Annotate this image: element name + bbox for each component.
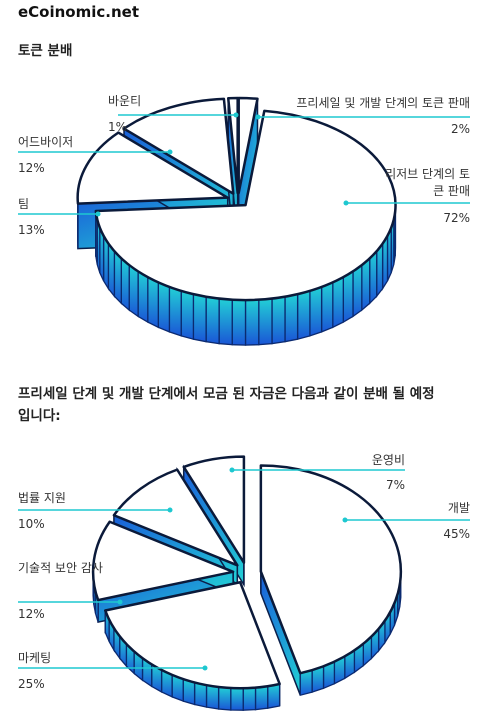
slice-side [361, 256, 371, 312]
pie-slice [122, 97, 235, 195]
slice-side [254, 685, 269, 711]
leader-dot [95, 211, 101, 217]
legend-label: 기술적 보안 감사 [18, 561, 103, 575]
slice-side [242, 686, 257, 711]
slice-side [180, 290, 195, 341]
slice-side [120, 256, 130, 312]
legend-label: 개발 [447, 501, 470, 515]
slice-side [230, 687, 244, 711]
slice-side [157, 281, 171, 333]
legend-label: 프리세일 및 개발 단계의 토큰 판매 [296, 96, 470, 110]
value-label: 12% [18, 607, 45, 621]
legend-label: 바운티 [108, 94, 142, 108]
slice-side [284, 293, 299, 343]
site-name: eCoinomic.net [18, 3, 139, 21]
slice-side [244, 299, 260, 346]
slice-side [192, 293, 207, 343]
pie-slice [104, 581, 281, 690]
slice-side [205, 295, 220, 345]
legend-label: 어드바이저 [18, 135, 74, 149]
slice-side [217, 686, 232, 711]
slice-side [296, 290, 311, 341]
leader-dot [255, 114, 261, 120]
pie-slice [226, 96, 239, 195]
pie-slice [94, 109, 397, 302]
value-label: 7% [385, 478, 405, 492]
slice-side [267, 683, 281, 709]
slice-side [193, 681, 208, 708]
value-label: 45% [443, 527, 470, 541]
leader-dot [343, 200, 349, 206]
slice-side [137, 270, 149, 324]
pie-slice [112, 468, 239, 567]
slice-side [258, 297, 273, 346]
pie-slice [91, 520, 235, 602]
value-label: 25% [18, 677, 45, 691]
value-label: 12% [18, 161, 45, 175]
value-label: 13% [18, 223, 45, 237]
leader-dot [167, 507, 173, 513]
slice-side [320, 281, 334, 333]
value-label: 2% [450, 122, 470, 136]
leader-dot [117, 599, 123, 605]
slice-side [218, 297, 233, 346]
slice-side [332, 276, 344, 329]
legend-label: 팀 [18, 197, 30, 211]
pie-slice [182, 455, 246, 564]
slice-side [309, 285, 323, 337]
chart-title: 프리세일 단계 및 개발 단계에서 모금 된 자금은 다음과 같이 분배 될 예… [18, 386, 435, 424]
value-label: 72% [443, 211, 470, 225]
legend-label: 리저브 단계의 토큰 판매 [385, 167, 470, 198]
slice-side [205, 684, 220, 710]
legend-label: 법률 지원 [18, 491, 66, 505]
chart-title: 토큰 분배 [18, 43, 73, 59]
pie-slice [259, 464, 403, 675]
leader-dot [202, 665, 208, 671]
leader-dot [167, 149, 173, 155]
slice-side [231, 299, 247, 346]
legend-label: 운영비 [371, 453, 405, 467]
slice-side [352, 263, 363, 318]
slice-side [271, 295, 286, 345]
value-label: 10% [18, 517, 45, 531]
slice-side [147, 276, 159, 329]
leader-dot [233, 112, 239, 118]
slice-side [168, 285, 182, 337]
legend-label: 마케팅 [18, 651, 52, 665]
slice-side [128, 263, 139, 318]
leader-dot [229, 467, 235, 473]
leader-dot [342, 517, 348, 523]
slice-side [342, 270, 354, 324]
pie-slice [76, 131, 229, 205]
value-label: 1% [108, 120, 128, 134]
